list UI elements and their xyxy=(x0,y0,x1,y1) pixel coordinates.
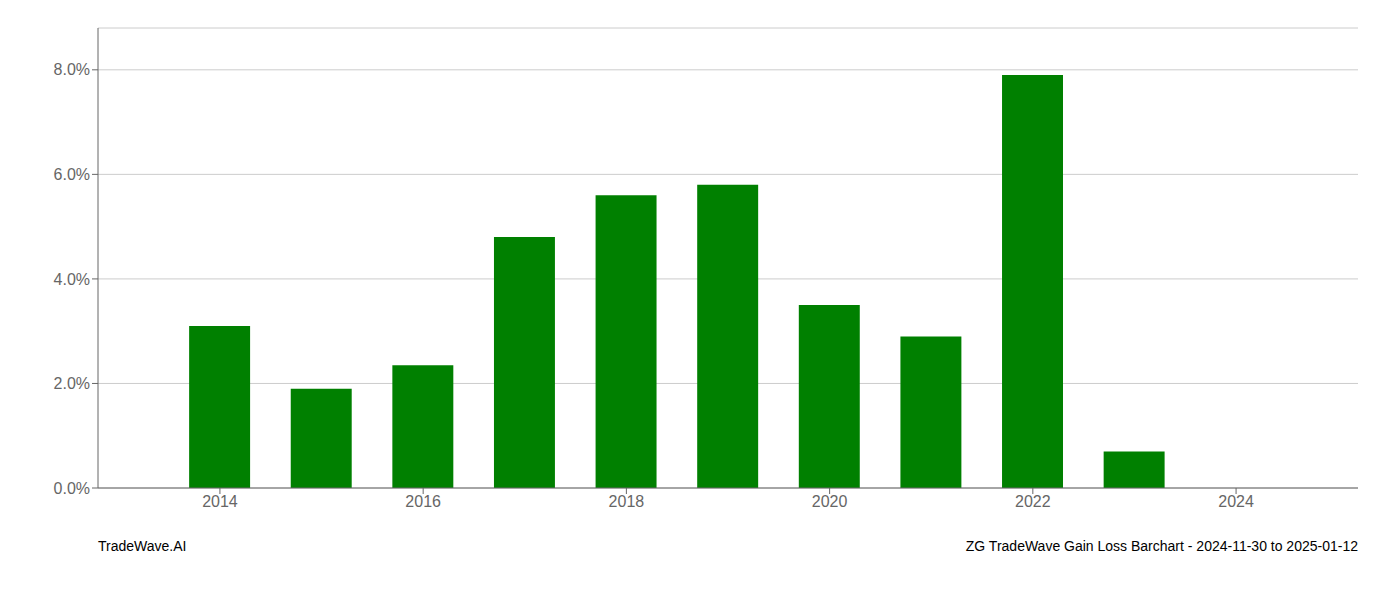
svg-text:0.0%: 0.0% xyxy=(54,480,90,497)
svg-text:2018: 2018 xyxy=(609,493,645,510)
svg-text:2024: 2024 xyxy=(1218,493,1254,510)
svg-text:2022: 2022 xyxy=(1015,493,1051,510)
svg-text:4.0%: 4.0% xyxy=(54,271,90,288)
svg-text:2014: 2014 xyxy=(202,493,238,510)
svg-text:2020: 2020 xyxy=(812,493,848,510)
svg-text:8.0%: 8.0% xyxy=(54,61,90,78)
svg-text:2016: 2016 xyxy=(405,493,441,510)
html-text:ZG TradeWave Gain Loss Barchar: ZG TradeWave Gain Loss Barchart - 2024-1… xyxy=(965,538,1358,554)
svg-text:6.0%: 6.0% xyxy=(54,166,90,183)
svg-text:2.0%: 2.0% xyxy=(54,375,90,392)
html-text:TradeWave.AI: TradeWave.AI xyxy=(98,538,187,554)
